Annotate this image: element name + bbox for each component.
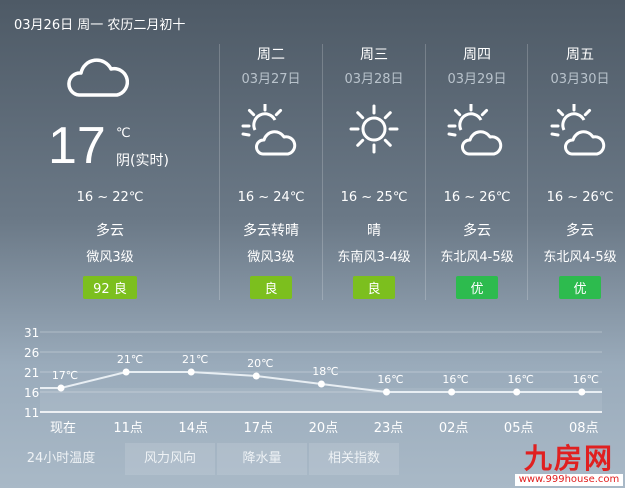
tab-indices[interactable]: 相关指数 (309, 443, 399, 475)
weather-text: 多云 (566, 223, 594, 239)
aqi-badge[interactable]: 良 (250, 276, 292, 299)
x-tick-label: 17点 (244, 421, 274, 436)
day-date: 03月30日 (550, 72, 610, 87)
day-name: 周二 (257, 47, 285, 63)
weather-text: 晴 (367, 223, 381, 239)
x-tick-label: 08点 (569, 421, 599, 436)
data-point (57, 384, 65, 392)
partly-cloudy-icon (220, 102, 322, 162)
temp-range: 16 ~ 22℃ (76, 190, 144, 205)
wind-text: 东北风4-5级 (440, 250, 514, 265)
data-point (122, 368, 130, 376)
logo-url: www.999house.com (515, 474, 623, 486)
sun-icon (323, 104, 425, 158)
y-tick-label: 11 (24, 406, 39, 420)
data-point (383, 388, 390, 396)
x-tick-label: 现在 (50, 421, 76, 436)
partly-cloudy-icon (529, 102, 625, 162)
data-label: 18℃ (312, 365, 338, 378)
wind-text: 东南风3-4级 (337, 250, 411, 265)
data-point (448, 388, 456, 396)
divider (322, 44, 323, 300)
data-point (187, 368, 195, 376)
data-point (578, 388, 586, 396)
wind-text: 微风3级 (86, 250, 134, 265)
tab-24h-temp[interactable]: 24小时温度 (26, 451, 96, 466)
divider (219, 44, 220, 300)
data-point (513, 388, 521, 396)
wind-text: 东北风4-5级 (543, 250, 617, 265)
temp-range: 16 ~ 26℃ (546, 190, 614, 205)
day-date: 03月28日 (344, 72, 404, 87)
data-label: 16℃ (442, 373, 468, 386)
data-point (317, 380, 325, 388)
weather-text: 多云 (463, 223, 491, 239)
y-tick-label: 31 (24, 326, 39, 340)
y-tick-label: 16 (24, 386, 39, 400)
x-tick-label: 20点 (309, 421, 339, 436)
weather-text: 多云 (96, 223, 124, 239)
data-label: 16℃ (508, 373, 534, 386)
x-tick-label: 02点 (439, 421, 469, 436)
divider (527, 44, 528, 300)
data-point (252, 372, 260, 380)
wind-text: 微风3级 (247, 250, 295, 265)
temp-range: 16 ~ 24℃ (237, 190, 305, 205)
day-name: 周四 (463, 47, 491, 63)
temperature-chart: 31 26 21 16 11 17℃ 现在 21℃ 11点 21℃ 14点 20℃ 17点 18℃ 20点 1… (24, 326, 602, 436)
day-date: 03月29日 (447, 72, 507, 87)
y-tick-label: 21 (24, 366, 39, 380)
divider (425, 44, 426, 300)
y-tick-label: 26 (24, 346, 39, 360)
aqi-badge[interactable]: 良 (353, 276, 395, 299)
logo-name: 九房网 (523, 442, 614, 475)
tab-precipitation[interactable]: 降水量 (217, 443, 307, 475)
temp-range: 16 ~ 26℃ (443, 190, 511, 205)
current-temp: 17 (48, 117, 106, 175)
aqi-badge[interactable]: 优 (559, 276, 601, 299)
data-label: 20℃ (247, 357, 273, 370)
data-label: 16℃ (573, 373, 599, 386)
tab-wind[interactable]: 风力风向 (125, 443, 215, 475)
data-label: 21℃ (117, 353, 143, 366)
temp-unit: ℃ (116, 126, 131, 141)
day-name: 周五 (566, 47, 594, 63)
data-label: 16℃ (377, 373, 403, 386)
data-label: 21℃ (182, 353, 208, 366)
partly-cloudy-icon (426, 102, 528, 162)
x-tick-label: 11点 (113, 421, 143, 436)
day-date: 03月27日 (241, 72, 301, 87)
x-tick-label: 23点 (374, 421, 404, 436)
cloud-icon (67, 58, 129, 97)
aqi-badge[interactable]: 优 (456, 276, 498, 299)
temp-range: 16 ~ 25℃ (340, 190, 408, 205)
current-condition: 阴(实时) (116, 153, 169, 169)
logo: 九房网 www.999house.com (515, 443, 623, 486)
day-name: 周三 (360, 47, 388, 63)
data-label: 17℃ (52, 369, 78, 382)
aqi-badge[interactable]: 92 良 (83, 276, 137, 299)
weather-text: 多云转晴 (243, 223, 299, 239)
current-date: 03月26日 周一 农历二月初十 (14, 18, 186, 33)
x-tick-label: 05点 (504, 421, 534, 436)
x-tick-label: 14点 (178, 421, 208, 436)
